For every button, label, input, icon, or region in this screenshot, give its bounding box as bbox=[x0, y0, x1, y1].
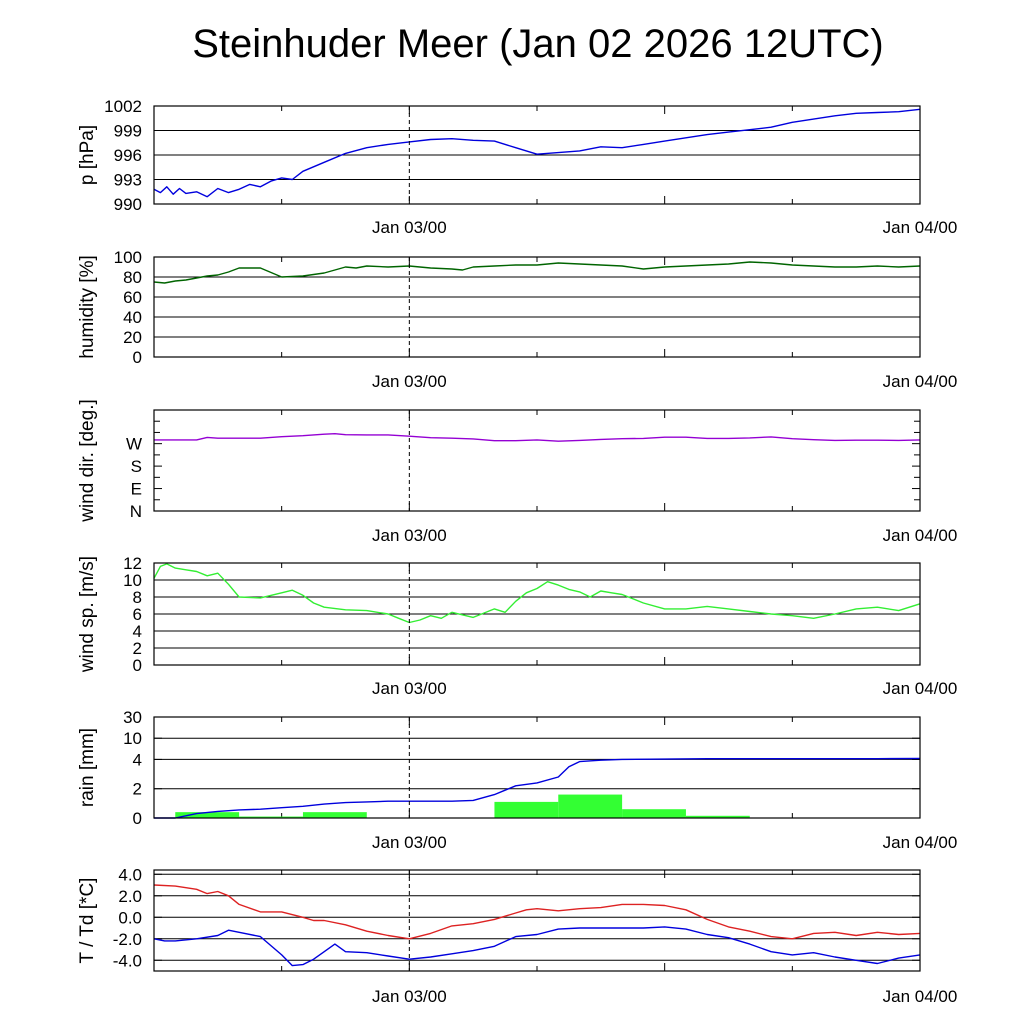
y-tick-label: E bbox=[131, 480, 142, 499]
y-tick-label: 20 bbox=[123, 328, 142, 347]
y-axis-label: wind sp. [m/s] bbox=[77, 556, 98, 673]
series-line-wind-direction bbox=[154, 433, 921, 442]
y-tick-label: 4.0 bbox=[118, 865, 142, 884]
y-tick-label: 2.0 bbox=[118, 887, 142, 906]
y-tick-label: 10 bbox=[123, 571, 142, 590]
y-tick-label: 60 bbox=[123, 288, 142, 307]
series-line-accumulated-precipitation bbox=[154, 757, 921, 819]
y-tick-label: 2 bbox=[133, 780, 142, 799]
y-tick-label: 0 bbox=[133, 656, 142, 675]
rain-bar bbox=[685, 815, 750, 818]
x-tick-label: Jan 04/00 bbox=[883, 218, 958, 237]
plot-frame bbox=[153, 562, 921, 666]
y-tick-label: 4 bbox=[133, 750, 142, 769]
x-tick-label: Jan 04/00 bbox=[883, 833, 958, 852]
x-tick-label: Jan 04/00 bbox=[883, 526, 958, 545]
y-tick-label: -4.0 bbox=[113, 951, 142, 970]
y-tick-label: 8 bbox=[133, 588, 142, 607]
y-tick-label: 0.0 bbox=[118, 908, 142, 927]
x-tick-label: Jan 03/00 bbox=[372, 833, 447, 852]
x-tick-label: Jan 03/00 bbox=[372, 372, 447, 391]
plot-frame bbox=[153, 409, 921, 512]
x-tick-label: Jan 04/00 bbox=[883, 987, 958, 1006]
series-line-td bbox=[153, 926, 921, 967]
series-line-t bbox=[153, 884, 921, 940]
plot-frame bbox=[153, 256, 921, 358]
y-tick-label: 0 bbox=[133, 348, 142, 367]
plot-frame bbox=[153, 105, 921, 205]
x-tick-label: Jan 03/00 bbox=[372, 526, 447, 545]
y-tick-label: 10 bbox=[123, 729, 142, 748]
plot-frame bbox=[153, 869, 921, 972]
y-tick-label: 996 bbox=[114, 146, 142, 165]
y-tick-label: 990 bbox=[114, 195, 142, 214]
y-tick-label: 999 bbox=[114, 122, 142, 141]
x-tick-label: Jan 04/00 bbox=[883, 372, 958, 391]
y-tick-label: 1002 bbox=[104, 97, 142, 116]
series-line-wind-speed bbox=[153, 563, 921, 624]
rain-bar bbox=[239, 816, 303, 818]
series-line-pressure bbox=[153, 108, 921, 198]
y-tick-label: 2 bbox=[133, 639, 142, 658]
y-tick-label: 80 bbox=[123, 268, 142, 287]
y-axis-label: wind dir. [deg.] bbox=[77, 399, 98, 523]
chart-title: Steinhuder Meer (Jan 02 2026 12UTC) bbox=[192, 22, 884, 66]
plot-frame bbox=[153, 716, 921, 819]
panel-temperature: 4.0 2.0 0.0 -2.0 -4.0 Jan 03/00 Jan 04/00 T / T… bbox=[77, 865, 957, 1006]
y-tick-label: 40 bbox=[123, 308, 142, 327]
rain-bar bbox=[302, 812, 367, 818]
x-tick-label: Jan 03/00 bbox=[372, 218, 447, 237]
rain-bar bbox=[175, 812, 240, 818]
y-tick-label: 100 bbox=[114, 248, 142, 267]
x-tick-label: Jan 03/00 bbox=[372, 679, 447, 698]
rain-bar bbox=[622, 809, 686, 818]
panel-rain: 30 10 4 2 0 Jan 03/00 Jan 04/00 rain [mm] bbox=[77, 708, 957, 852]
y-tick-label: 12 bbox=[123, 554, 142, 573]
y-axis-label: humidity [%] bbox=[77, 255, 98, 358]
y-tick-label: 993 bbox=[114, 171, 142, 190]
y-tick-label: W bbox=[126, 435, 142, 454]
panel-pressure: 1002 999 996 993 990 Jan 03/00 Jan 04/00 p [hPa… bbox=[77, 97, 957, 237]
x-tick-label: Jan 04/00 bbox=[883, 679, 958, 698]
y-tick-label: S bbox=[131, 457, 142, 476]
y-axis-label: T / Td [*C] bbox=[77, 878, 98, 964]
y-axis-label: p [hPa] bbox=[77, 125, 98, 185]
y-tick-label: 30 bbox=[123, 708, 142, 727]
rain-bar bbox=[558, 794, 623, 818]
y-tick-label: 4 bbox=[133, 622, 142, 641]
y-tick-label: 0 bbox=[133, 809, 142, 828]
x-tick-label: Jan 03/00 bbox=[372, 987, 447, 1006]
y-tick-label: N bbox=[130, 502, 142, 521]
series-line-humidity bbox=[153, 261, 921, 284]
y-tick-label: -2.0 bbox=[113, 930, 142, 949]
y-tick-label: 6 bbox=[133, 605, 142, 624]
rain-bar bbox=[494, 801, 559, 818]
y-axis-label: rain [mm] bbox=[77, 728, 98, 807]
